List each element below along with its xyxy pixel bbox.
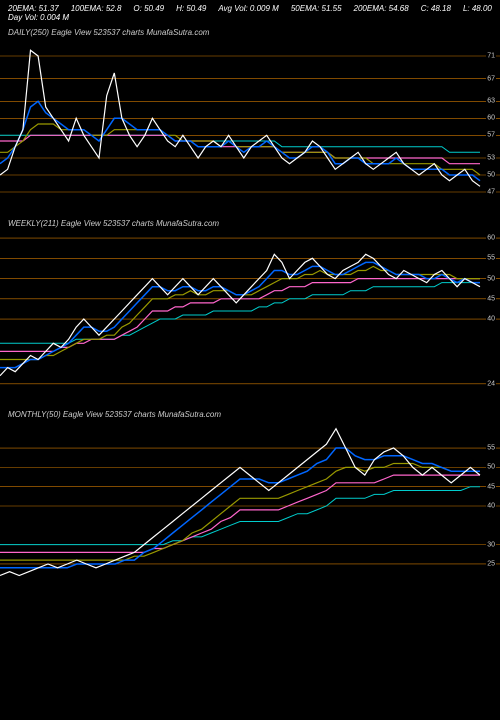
stat-item: O: 50.49 <box>133 4 164 13</box>
series-ema50 <box>0 266 480 359</box>
stat-item: 200EMA: 54.68 <box>354 4 409 13</box>
panels-container: DAILY(250) Eagle View 523537 charts Muna… <box>0 26 500 591</box>
series-ema50 <box>0 464 480 561</box>
y-label: 45 <box>486 483 496 490</box>
y-label: 30 <box>486 541 496 548</box>
stat-item: Avg Vol: 0.009 M <box>218 4 278 13</box>
y-label: 40 <box>486 316 496 323</box>
stat-item: H: 50.49 <box>176 4 206 13</box>
y-label: 47 <box>486 189 496 196</box>
panel-title: MONTHLY(50) Eagle View 523537 charts Mun… <box>0 408 500 421</box>
stat-item: C: 48.18 <box>421 4 451 13</box>
y-label: 60 <box>486 115 496 122</box>
series-price <box>0 254 480 375</box>
y-label: 71 <box>486 53 496 60</box>
y-label: 57 <box>486 132 496 139</box>
y-label: 53 <box>486 155 496 162</box>
y-label: 25 <box>486 560 496 567</box>
chart-panel-daily: DAILY(250) Eagle View 523537 charts Muna… <box>0 26 500 209</box>
y-label: 24 <box>486 380 496 387</box>
y-label: 55 <box>486 445 496 452</box>
y-label: 50 <box>486 275 496 282</box>
stat-item: 50EMA: 51.55 <box>291 4 342 13</box>
chart-area: 25 30 40 45 50 55 <box>0 421 500 591</box>
stat-item: 20EMA: 51.37 <box>8 4 59 13</box>
y-label: 55 <box>486 255 496 262</box>
panel-title: DAILY(250) Eagle View 523537 charts Muna… <box>0 26 500 39</box>
chart-panel-weekly: WEEKLY(211) Eagle View 523537 charts Mun… <box>0 217 500 400</box>
y-label: 45 <box>486 295 496 302</box>
chart-panel-monthly: MONTHLY(50) Eagle View 523537 charts Mun… <box>0 408 500 591</box>
series-ema20 <box>0 448 480 568</box>
y-label: 50 <box>486 172 496 179</box>
stat-item: L: 48.00 <box>463 4 492 13</box>
y-label: 50 <box>486 464 496 471</box>
y-label: 63 <box>486 98 496 105</box>
series-ema200 <box>0 487 480 545</box>
stat-item: 100EMA: 52.8 <box>71 4 122 13</box>
series-price <box>0 429 480 576</box>
stat-item: Day Vol: 0.004 M <box>8 13 69 22</box>
chart-area: 24 40 45 50 55 60 <box>0 230 500 400</box>
y-label: 40 <box>486 503 496 510</box>
y-label: 67 <box>486 75 496 82</box>
chart-area: 47 50 53 57 60 63 67 71 <box>0 39 500 209</box>
header-stats: 20EMA: 51.37 100EMA: 52.8 O: 50.49 H: 50.49… <box>0 0 500 26</box>
panel-title: WEEKLY(211) Eagle View 523537 charts Mun… <box>0 217 500 230</box>
y-label: 60 <box>486 235 496 242</box>
